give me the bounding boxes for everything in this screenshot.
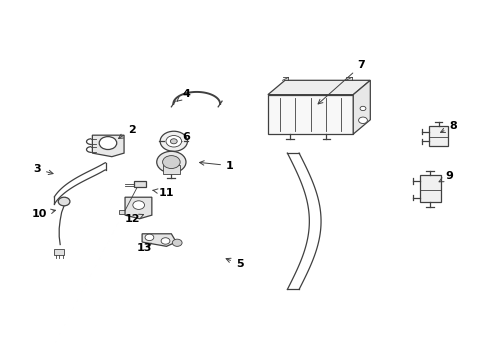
Polygon shape [125, 197, 152, 219]
Polygon shape [352, 80, 369, 134]
Text: 2: 2 [118, 125, 136, 139]
Text: 12: 12 [124, 214, 143, 224]
Polygon shape [92, 135, 124, 157]
Bar [428, 126, 447, 146]
Circle shape [165, 135, 181, 147]
Circle shape [172, 239, 182, 246]
Circle shape [160, 131, 187, 151]
Bar [119, 211, 130, 214]
Bar [267, 95, 352, 134]
Circle shape [145, 234, 154, 240]
Polygon shape [267, 80, 369, 95]
Circle shape [99, 136, 117, 149]
Bar [134, 181, 146, 187]
Bar [163, 165, 180, 174]
Text: 11: 11 [153, 188, 174, 198]
Text: 7: 7 [317, 60, 365, 104]
Text: 10: 10 [32, 209, 55, 219]
Text: 8: 8 [440, 121, 456, 132]
Bar [54, 249, 64, 255]
Polygon shape [142, 234, 176, 246]
Circle shape [359, 106, 365, 111]
Text: 13: 13 [137, 243, 152, 253]
Circle shape [157, 151, 185, 173]
Text: 3: 3 [33, 164, 53, 175]
Text: 9: 9 [438, 171, 452, 182]
Circle shape [162, 156, 180, 168]
Circle shape [161, 238, 169, 244]
Circle shape [58, 197, 70, 206]
Text: 6: 6 [176, 132, 189, 142]
Circle shape [358, 117, 366, 123]
Text: 1: 1 [199, 161, 233, 171]
Bar [419, 175, 440, 202]
Text: 5: 5 [225, 258, 243, 269]
Circle shape [133, 201, 144, 210]
Circle shape [170, 139, 177, 144]
Text: 4: 4 [177, 89, 189, 101]
